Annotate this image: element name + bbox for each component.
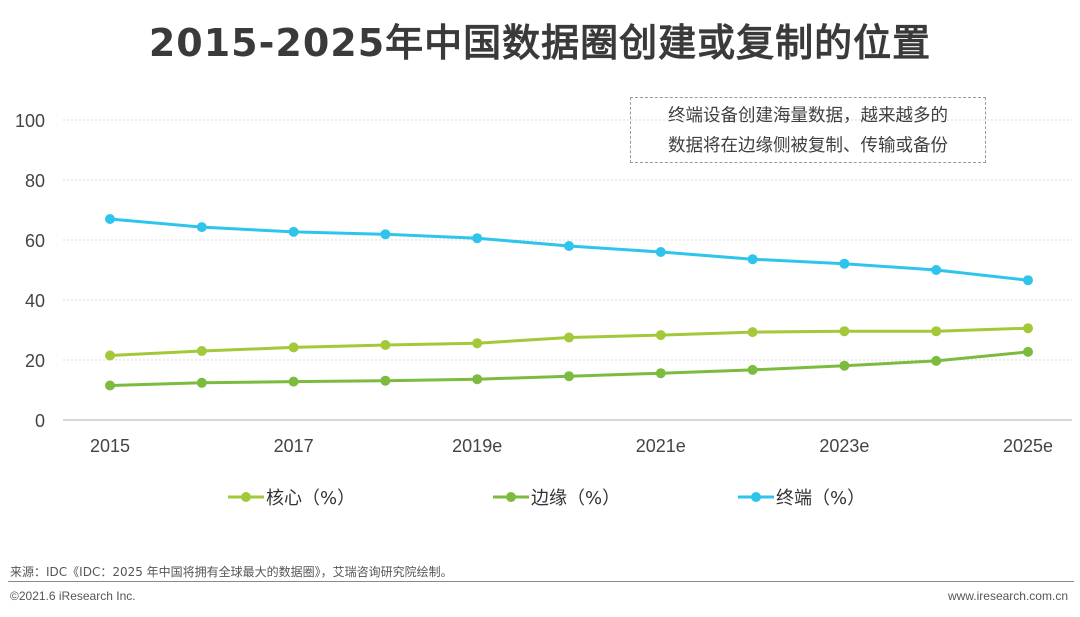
x-tick-label: 2019e: [452, 436, 502, 456]
data-point: [196, 377, 207, 388]
data-point: [931, 326, 942, 337]
data-point: [931, 265, 942, 275]
data-point: [472, 338, 483, 349]
data-point: [380, 375, 391, 386]
y-tick-label: 100: [15, 111, 45, 131]
data-point: [196, 222, 207, 233]
data-point: [839, 326, 850, 337]
data-point: [472, 374, 483, 385]
chart-title: 2015-2025年中国数据圈创建或复制的位置: [148, 21, 932, 65]
footer-divider: [8, 581, 1074, 582]
website-text: www.iresearch.com.cn: [947, 589, 1068, 603]
data-point: [839, 360, 850, 371]
data-point: [655, 247, 666, 257]
legend-label: 核心（%）: [266, 488, 355, 509]
data-point: [288, 342, 299, 353]
data-point: [564, 241, 574, 251]
copyright-text: ©2021.6 iResearch Inc.: [10, 589, 136, 603]
data-point: [105, 380, 115, 391]
data-point: [380, 229, 391, 240]
data-point: [931, 355, 942, 366]
line-chart: 0 20 40 60 80 100 2015 2017 2019e 2021e 2023e 2025e…: [15, 111, 1072, 509]
data-point: [839, 258, 850, 269]
legend-swatch-marker: [241, 492, 251, 502]
data-point: [564, 332, 574, 343]
data-point: [105, 350, 115, 361]
x-tick-label: 2017: [274, 436, 314, 456]
data-point: [655, 330, 666, 341]
data-point: [1023, 346, 1033, 357]
data-point: [747, 254, 758, 265]
x-tick-label: 2023e: [819, 436, 869, 456]
data-point: [380, 340, 391, 350]
source-note: 来源：IDC《IDC：2025 年中国将拥有全球最大的数据圈》，艾瑞咨询研究院绘…: [10, 565, 453, 579]
data-point: [196, 346, 207, 356]
x-tick-label: 2015: [90, 436, 130, 456]
legend-label: 边缘（%）: [531, 488, 620, 509]
data-point: [105, 214, 115, 224]
chart-annotation: 终端设备创建海量数据，越来越多的 数据将在边缘侧被复制、传输或备份: [630, 97, 986, 163]
data-point: [288, 376, 299, 387]
data-point: [564, 371, 574, 382]
data-point: [288, 226, 299, 237]
y-tick-label: 0: [35, 411, 45, 431]
y-tick-label: 80: [25, 171, 45, 191]
data-point: [747, 364, 758, 375]
data-point: [747, 327, 758, 338]
x-tick-label: 2021e: [636, 436, 686, 456]
legend-swatch-marker: [751, 492, 761, 502]
data-point: [655, 368, 666, 379]
legend-swatch-marker: [506, 492, 516, 502]
legend-label: 终端（%）: [776, 488, 865, 509]
data-point: [472, 233, 483, 244]
y-tick-label: 40: [25, 291, 45, 311]
y-tick-label: 60: [25, 231, 45, 251]
data-point: [1023, 275, 1033, 286]
x-tick-label: 2025e: [1003, 436, 1053, 456]
data-point: [1023, 323, 1033, 334]
y-tick-label: 20: [25, 351, 45, 371]
